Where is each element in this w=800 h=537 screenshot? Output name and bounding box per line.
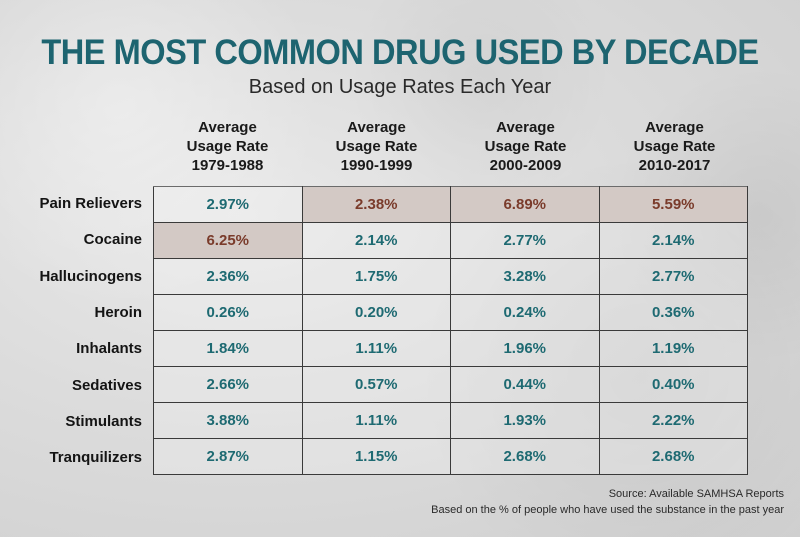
row-label: Inhalants (76, 340, 142, 358)
column-header-line: Average (496, 119, 555, 136)
column-header-1990-1999: Average Usage Rate 1990-1999 (302, 118, 451, 175)
table-cell-highlighted: 5.59% (598, 186, 748, 223)
table-cell: 1.11% (301, 402, 451, 439)
column-header-line: Usage Rate (186, 138, 269, 155)
table-cell: 2.14% (301, 222, 451, 259)
table-cell: 2.68% (598, 438, 748, 475)
column-header-line: 1979-1988 (191, 157, 264, 174)
table-cell: 1.96% (450, 330, 600, 367)
column-header-2000-2009: Average Usage Rate 2000-2009 (451, 118, 600, 175)
table-cell: 1.11% (301, 330, 451, 367)
row-label: Cocaine (83, 231, 142, 249)
table-cell: 1.84% (153, 330, 303, 367)
table-row: 6.25% 2.14% 2.77% 2.14% (153, 222, 748, 259)
table-cell: 3.88% (153, 402, 303, 439)
source-note: Source: Available SAMHSA Reports (608, 488, 784, 500)
methodology-note: Based on the % of people who have used t… (431, 504, 784, 516)
table-row: 1.84% 1.11% 1.96% 1.19% (153, 330, 748, 367)
table-cell: 0.44% (450, 366, 600, 403)
table-cell: 2.68% (450, 438, 600, 475)
table-cell: 0.36% (598, 294, 748, 331)
row-label: Stimulants (65, 412, 142, 430)
table-cell: 2.14% (598, 222, 748, 259)
column-header-line: 2000-2009 (489, 157, 562, 174)
column-header-line: Usage Rate (335, 138, 418, 155)
column-header-line: Average (645, 119, 704, 136)
column-header-line: Usage Rate (633, 138, 716, 155)
table-cell: 1.75% (301, 258, 451, 295)
table-row: 2.66% 0.57% 0.44% 0.40% (153, 366, 748, 403)
table-cell: 2.66% (153, 366, 303, 403)
table-cell: 0.20% (301, 294, 451, 331)
column-header-line: 1990-1999 (340, 157, 413, 174)
table-cell: 2.77% (598, 258, 748, 295)
table-cell: 1.19% (598, 330, 748, 367)
column-header-2010-2017: Average Usage Rate 2010-2017 (600, 118, 749, 175)
table-cell: 1.93% (450, 402, 600, 439)
table-cell: 2.36% (153, 258, 303, 295)
table-row: 2.97% 2.38% 6.89% 5.59% (153, 186, 748, 223)
usage-rate-table: 2.97% 2.38% 6.89% 5.59% 6.25% 2.14% 2.77% 2.14%… (153, 186, 748, 475)
table-cell: 3.28% (450, 258, 600, 295)
table-cell: 2.77% (450, 222, 600, 259)
chart-subtitle: Based on Usage Rates Each Year (248, 76, 552, 98)
table-row: 2.87% 1.15% 2.68% 2.68% (153, 438, 748, 475)
column-header-line: Average (347, 119, 406, 136)
row-label: Hallucinogens (39, 267, 142, 285)
table-cell-highlighted: 6.25% (153, 222, 303, 259)
table-cell: 1.15% (301, 438, 451, 475)
table-row: 0.26% 0.20% 0.24% 0.36% (153, 294, 748, 331)
table-cell: 0.26% (153, 294, 303, 331)
column-header-line: Average (198, 119, 257, 136)
table-cell: 2.97% (153, 186, 303, 223)
table-cell: 0.24% (450, 294, 600, 331)
row-label: Pain Relievers (39, 195, 142, 212)
table-row: 3.88% 1.11% 1.93% 2.22% (153, 402, 748, 439)
column-header-1979-1988: Average Usage Rate 1979-1988 (153, 118, 302, 175)
row-label: Sedatives (71, 376, 142, 394)
column-header-line: 2010-2017 (638, 157, 711, 174)
table-cell: 2.22% (598, 402, 748, 439)
row-label: Tranquilizers (49, 449, 142, 467)
row-label: Heroin (94, 303, 142, 321)
table-cell: 0.40% (598, 366, 748, 403)
table-cell-highlighted: 6.89% (450, 186, 600, 223)
column-header-line: Usage Rate (484, 138, 567, 155)
chart-title: THE MOST COMMON DRUG USED BY DECADE (41, 33, 759, 72)
table-cell: 2.87% (153, 438, 303, 475)
table-cell-highlighted: 2.38% (301, 186, 451, 223)
table-row: 2.36% 1.75% 3.28% 2.77% (153, 258, 748, 295)
table-cell: 0.57% (301, 366, 451, 403)
